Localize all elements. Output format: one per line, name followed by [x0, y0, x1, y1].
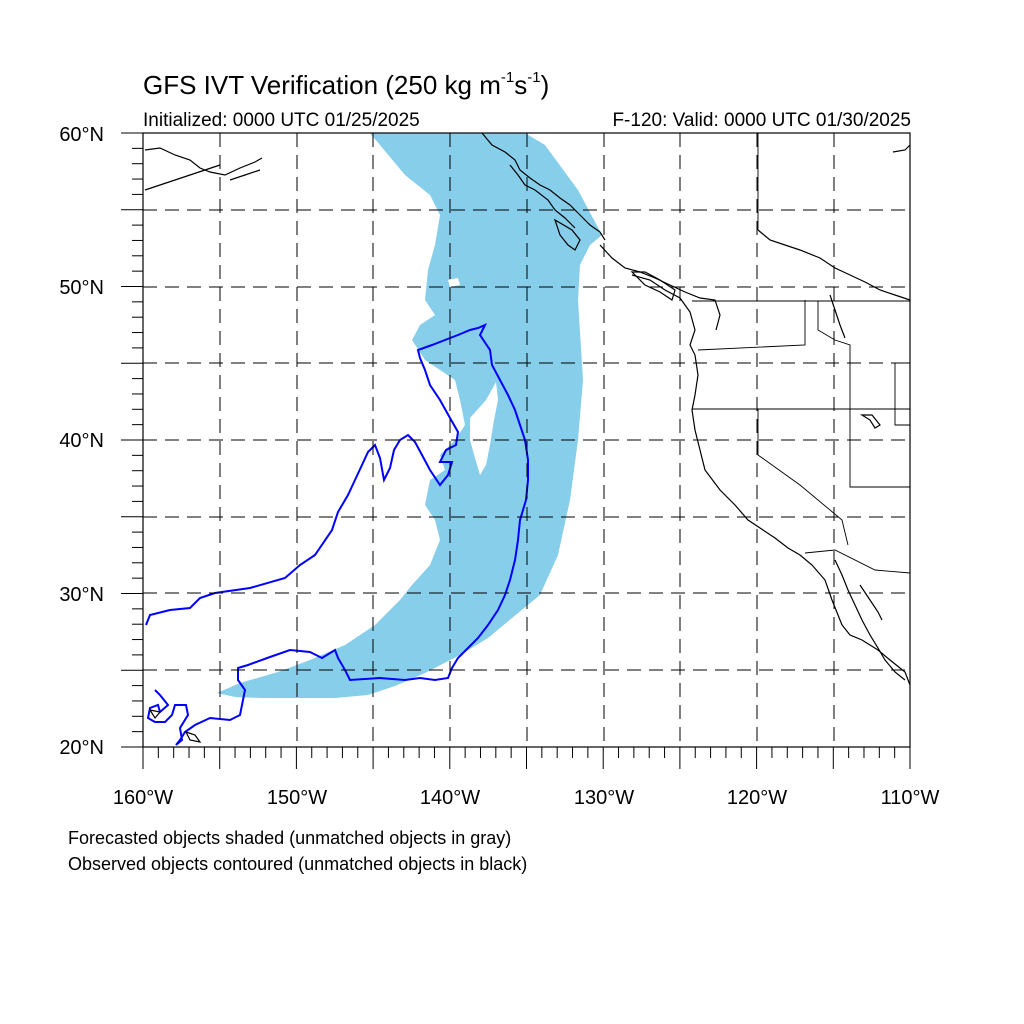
lon-label-130w: 130°W — [574, 787, 634, 809]
forecast-object-hole — [448, 278, 460, 287]
forecast-note: Forecasted objects shaded (unmatched obj… — [68, 828, 512, 848]
lat-label-20: 20°N — [59, 737, 104, 759]
lon-label-140w: 140°W — [420, 787, 480, 809]
lat-label-60: 60°N — [59, 124, 104, 146]
chart-title: GFS IVT Verification (250 kg m-1s-1) — [143, 69, 550, 100]
lat-label-50: 50°N — [59, 277, 104, 299]
initialized-label: Initialized: 0000 UTC 01/25/2025 — [143, 110, 420, 131]
grid-lines — [143, 133, 910, 747]
lon-label-160w: 160°W — [113, 787, 173, 809]
lat-label-30: 30°N — [59, 584, 104, 606]
lat-label-40: 40°N — [59, 430, 104, 452]
forecast-object-hole — [470, 382, 498, 475]
legend-notes: Forecasted objects shaded (unmatched obj… — [68, 825, 527, 877]
political-boundaries — [692, 133, 911, 574]
observed-object-contour — [145, 323, 529, 746]
lon-label-120w: 120°W — [727, 787, 787, 809]
axis-ticks — [121, 132, 911, 769]
valid-time-label: F-120: Valid: 0000 UTC 01/30/2025 — [612, 110, 911, 131]
forecast-object — [217, 133, 602, 698]
observed-note: Observed objects contoured (unmatched ob… — [68, 854, 528, 874]
lon-label-110w: 110°W — [881, 787, 940, 809]
coastlines — [144, 132, 911, 743]
lon-label-150w: 150°W — [267, 787, 327, 809]
